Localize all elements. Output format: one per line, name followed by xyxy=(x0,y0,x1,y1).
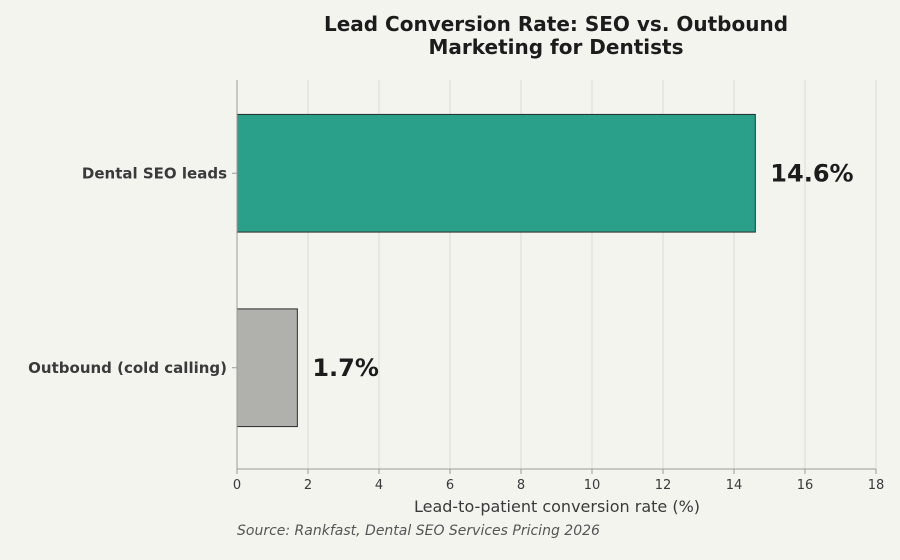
value-label: 14.6% xyxy=(770,159,853,187)
category-label: Dental SEO leads xyxy=(82,164,227,182)
x-tick-label: 10 xyxy=(584,478,601,493)
bar xyxy=(236,113,756,233)
x-tick-label: 18 xyxy=(868,478,885,493)
x-axis-title: Lead-to-patient conversion rate (%) xyxy=(414,497,700,516)
x-tick-label: 16 xyxy=(797,478,814,493)
chart-title-line-1: Lead Conversion Rate: SEO vs. Outbound xyxy=(324,12,788,36)
x-tick-label: 2 xyxy=(304,478,312,493)
x-tick-label: 8 xyxy=(517,478,525,493)
x-tick-label: 0 xyxy=(233,478,241,493)
source-note: Source: Rankfast, Dental SEO Services Pr… xyxy=(237,523,600,539)
x-tick-label: 6 xyxy=(446,478,454,493)
bar xyxy=(236,308,298,428)
x-tick-label: 4 xyxy=(375,478,383,493)
x-axis-ticks: 0 2 4 6 8 10 12 14 16 18 xyxy=(233,469,884,493)
x-tick-label: 12 xyxy=(655,478,672,493)
category-label: Outbound (cold calling) xyxy=(28,359,227,377)
chart-title-line-2: Marketing for Dentists xyxy=(429,35,684,59)
bars xyxy=(236,113,756,428)
value-labels: 14.6% 1.7% xyxy=(312,159,853,382)
category-labels: Dental SEO leads Outbound (cold calling) xyxy=(28,164,237,377)
value-label: 1.7% xyxy=(312,354,379,382)
x-tick-label: 14 xyxy=(726,478,743,493)
